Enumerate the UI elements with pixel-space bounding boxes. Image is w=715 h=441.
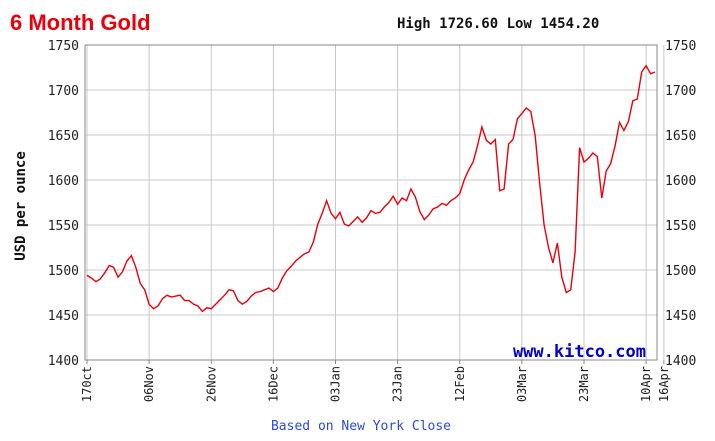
x-tick-label: 16Dec — [266, 366, 280, 402]
y-tick-label-right: 1700 — [665, 84, 696, 99]
y-tick-label-left: 1750 — [48, 39, 79, 54]
x-tick-label: 12Feb — [453, 366, 467, 402]
grid — [85, 44, 665, 361]
y-tick-label-right: 1450 — [665, 309, 696, 324]
chart-title: 6 Month Gold — [10, 10, 151, 35]
high-low-readout: High 1726.60 Low 1454.20 — [397, 16, 599, 32]
series-line-gold — [86, 64, 656, 313]
y-tick-label-left: 1500 — [48, 264, 79, 279]
y-tick-label-right: 1500 — [665, 264, 696, 279]
x-tick-label: 23Mar — [577, 366, 591, 402]
y-tick-label-right: 1750 — [665, 39, 696, 54]
x-tick-label: 06Nov — [142, 366, 156, 402]
x-tick-label: 03Jan — [329, 366, 343, 402]
plot-frame — [84, 44, 658, 361]
y-axis-label: USD per ounce — [13, 151, 29, 261]
x-tick-label: 170ct — [80, 366, 94, 402]
x-tick-label: 10Apr — [639, 366, 653, 402]
y-tick-label-left: 1650 — [48, 129, 79, 144]
y-tick-label-left: 1450 — [48, 309, 79, 324]
kitco-watermark: www.kitco.com — [513, 342, 646, 362]
y-tick-label-right: 1650 — [665, 129, 696, 144]
x-tick-label: 03Mar — [515, 366, 529, 402]
y-tick-label-left: 1400 — [48, 354, 79, 369]
y-tick-label-left: 1600 — [48, 174, 79, 189]
x-tick-label: 23Jan — [391, 366, 405, 402]
axis-ticks: 1400 1400 1450 1450 1500 1500 1550 1550 1600 1600… — [48, 39, 697, 402]
x-tick-label: 26Nov — [204, 366, 218, 402]
y-tick-label-right: 1400 — [665, 354, 696, 369]
x-tick-label: 16Apr — [657, 366, 671, 402]
y-tick-label-left: 1700 — [48, 84, 79, 99]
footer-note: Based on New York Close — [271, 419, 451, 434]
y-tick-label-left: 1550 — [48, 219, 79, 234]
y-tick-label-right: 1600 — [665, 174, 696, 189]
y-tick-label-right: 1550 — [665, 219, 696, 234]
